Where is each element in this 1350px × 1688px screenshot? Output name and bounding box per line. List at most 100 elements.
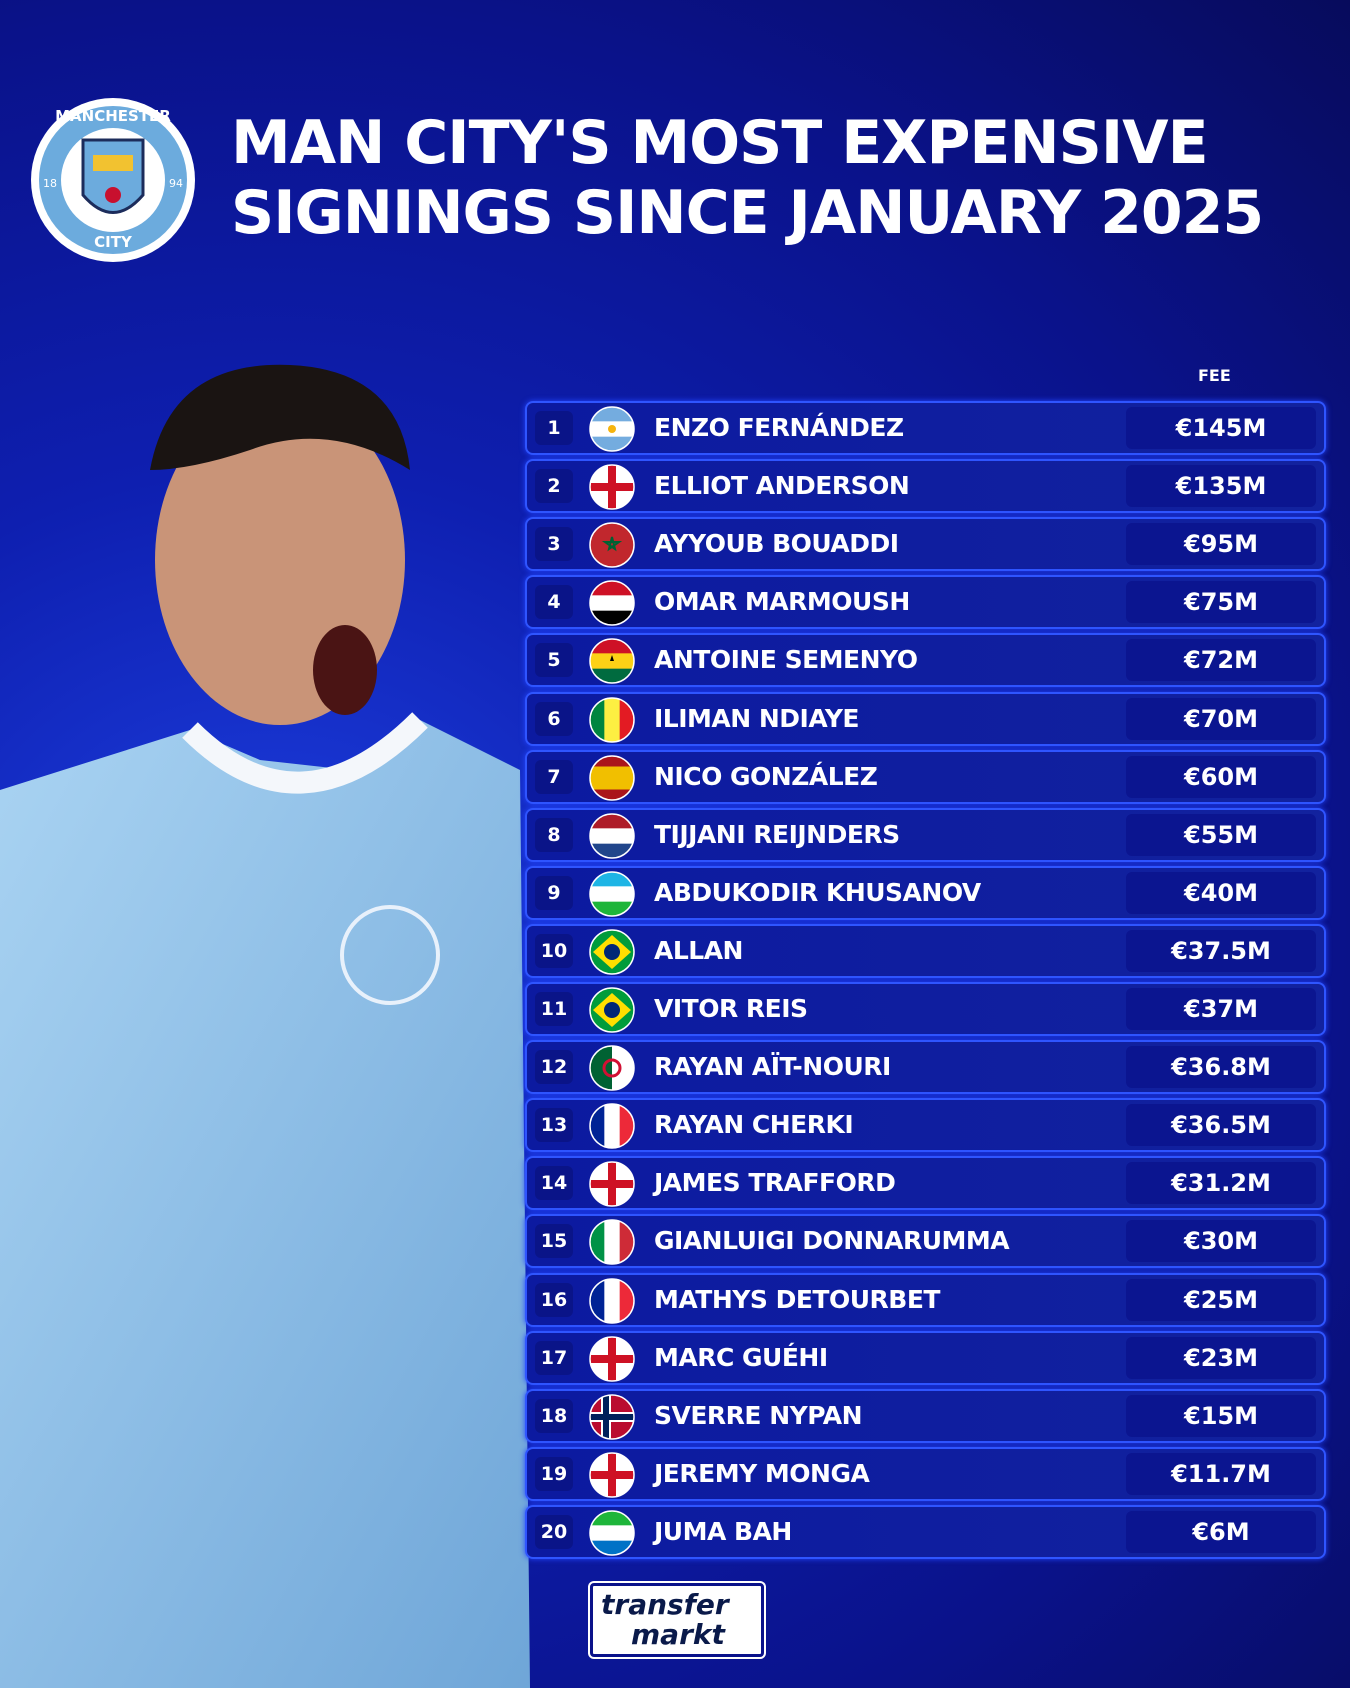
fee-header: FEE xyxy=(1198,366,1231,385)
badge-text: CITY xyxy=(94,233,133,251)
table-row: 11 VITOR REIS €37M xyxy=(525,982,1326,1036)
rank: 7 xyxy=(535,759,573,794)
footer-logo: transfer markt xyxy=(590,1583,764,1657)
rank: 20 xyxy=(535,1514,573,1549)
logo-text: transfer xyxy=(601,1588,729,1621)
fee: €37M xyxy=(1126,988,1316,1030)
rank: 5 xyxy=(535,643,573,678)
table-row: 5 ANTOINE SEMENYO €72M xyxy=(525,633,1326,688)
flag xyxy=(589,1510,635,1556)
fee: €37.5M xyxy=(1126,929,1316,972)
flag xyxy=(589,1452,635,1498)
player-name: OMAR MARMOUSH xyxy=(654,587,910,617)
rank: 13 xyxy=(535,1108,573,1143)
rank: 14 xyxy=(535,1166,573,1201)
fee: €95M xyxy=(1126,523,1316,566)
rank: 8 xyxy=(535,817,573,852)
table-row: 19 JEREMY MONGA €11.7M xyxy=(525,1446,1326,1501)
fee: €36.8M xyxy=(1126,1046,1316,1089)
fee: €72M xyxy=(1126,639,1316,682)
flag xyxy=(589,871,635,917)
title: SIGNINGS SINCE JANUARY 2025 xyxy=(231,178,1264,248)
flag xyxy=(589,929,635,975)
flag xyxy=(589,580,635,627)
rank: 4 xyxy=(535,585,573,620)
club-badge: MANCHESTER CITY 18 94 xyxy=(31,98,195,262)
table-row: 16 MATHYS DETOURBET €25M xyxy=(525,1272,1326,1327)
flag xyxy=(589,1335,635,1382)
fee: €6M xyxy=(1126,1510,1316,1553)
rank: 15 xyxy=(535,1224,573,1259)
player-name: ILIMAN NDIAYE xyxy=(654,703,860,733)
player-name: MATHYS DETOURBET xyxy=(654,1284,940,1314)
player-name: MARC GUÉHI xyxy=(654,1342,828,1372)
fee: €145M xyxy=(1126,407,1316,449)
table-row: 10 ALLAN €37.5M xyxy=(525,923,1326,978)
rank: 9 xyxy=(535,875,573,910)
rank: 12 xyxy=(535,1050,573,1085)
table-row: 12 RAYAN AÏT-NOURI €36.8M xyxy=(525,1040,1326,1095)
rank: 6 xyxy=(535,701,573,736)
fee: €31.2M xyxy=(1126,1162,1316,1205)
rank: 11 xyxy=(535,992,573,1026)
player-name: ELLIOT ANDERSON xyxy=(654,471,910,501)
player-name: SVERRE NYPAN xyxy=(654,1400,863,1430)
flag xyxy=(589,522,635,568)
table-row: 13 RAYAN CHERKI €36.5M xyxy=(525,1098,1326,1153)
flag xyxy=(589,1161,635,1208)
fee: €55M xyxy=(1126,813,1316,856)
table-row: 17 MARC GUÉHI €23M xyxy=(525,1330,1326,1385)
table-row: 4 OMAR MARMOUSH €75M xyxy=(525,575,1326,630)
fee: €70M xyxy=(1126,697,1316,740)
table-row: 18 SVERRE NYPAN €15M xyxy=(525,1388,1326,1443)
fee: €15M xyxy=(1126,1394,1316,1437)
table-row: 2 ELLIOT ANDERSON €135M xyxy=(525,459,1326,514)
player-name: TIJJANI REIJNDERS xyxy=(654,819,900,849)
fee: €36.5M xyxy=(1126,1104,1316,1147)
table-row: 14 JAMES TRAFFORD €31.2M xyxy=(525,1156,1326,1211)
flag xyxy=(589,638,635,685)
table-row: 6 ILIMAN NDIAYE €70M xyxy=(525,691,1326,746)
flag xyxy=(589,1219,635,1266)
table-row: 8 TIJJANI REIJNDERS €55M xyxy=(525,807,1326,862)
rank: 2 xyxy=(535,469,573,504)
badge-text: MANCHESTER xyxy=(55,107,171,125)
player-name: JEREMY MONGA xyxy=(654,1458,870,1488)
flag xyxy=(589,1277,635,1324)
flag xyxy=(589,696,635,743)
fee: €11.7M xyxy=(1126,1452,1316,1495)
flag xyxy=(589,406,635,452)
rank: 18 xyxy=(535,1398,573,1433)
player-name: JUMA BAH xyxy=(654,1516,792,1546)
fee: €135M xyxy=(1126,465,1316,508)
fee: €75M xyxy=(1126,581,1316,624)
rank: 3 xyxy=(535,527,573,562)
table-row: 1 ENZO FERNÁNDEZ €145M xyxy=(525,401,1326,455)
player-name: GIANLUIGI DONNARUMMA xyxy=(654,1226,1010,1256)
fee: €60M xyxy=(1126,755,1316,798)
player-name: ANTOINE SEMENYO xyxy=(654,645,918,675)
player-name: VITOR REIS xyxy=(654,994,808,1023)
flag xyxy=(589,464,635,510)
rank: 17 xyxy=(535,1340,573,1375)
table-row: 9 ABDUKODIR KHUSANOV €40M xyxy=(525,865,1326,920)
table-row: 20 JUMA BAH €6M xyxy=(525,1504,1326,1559)
badge-text: 94 xyxy=(169,177,183,190)
rank: 16 xyxy=(535,1282,573,1317)
flag xyxy=(589,1103,635,1149)
rank: 19 xyxy=(535,1456,573,1491)
title: MAN CITY'S MOST EXPENSIVE xyxy=(231,108,1209,178)
rank: 10 xyxy=(535,933,573,968)
table-row: 7 NICO GONZÁLEZ €60M xyxy=(525,749,1326,804)
logo-text: markt xyxy=(631,1618,725,1651)
fee: €23M xyxy=(1126,1336,1316,1379)
fee: €25M xyxy=(1126,1278,1316,1321)
player-name: ALLAN xyxy=(654,935,743,965)
badge-text: 18 xyxy=(43,177,57,190)
player-name: RAYAN AÏT-NOURI xyxy=(654,1052,891,1082)
flag xyxy=(589,1045,635,1091)
rank: 1 xyxy=(535,411,573,445)
player-name: RAYAN CHERKI xyxy=(654,1110,854,1140)
